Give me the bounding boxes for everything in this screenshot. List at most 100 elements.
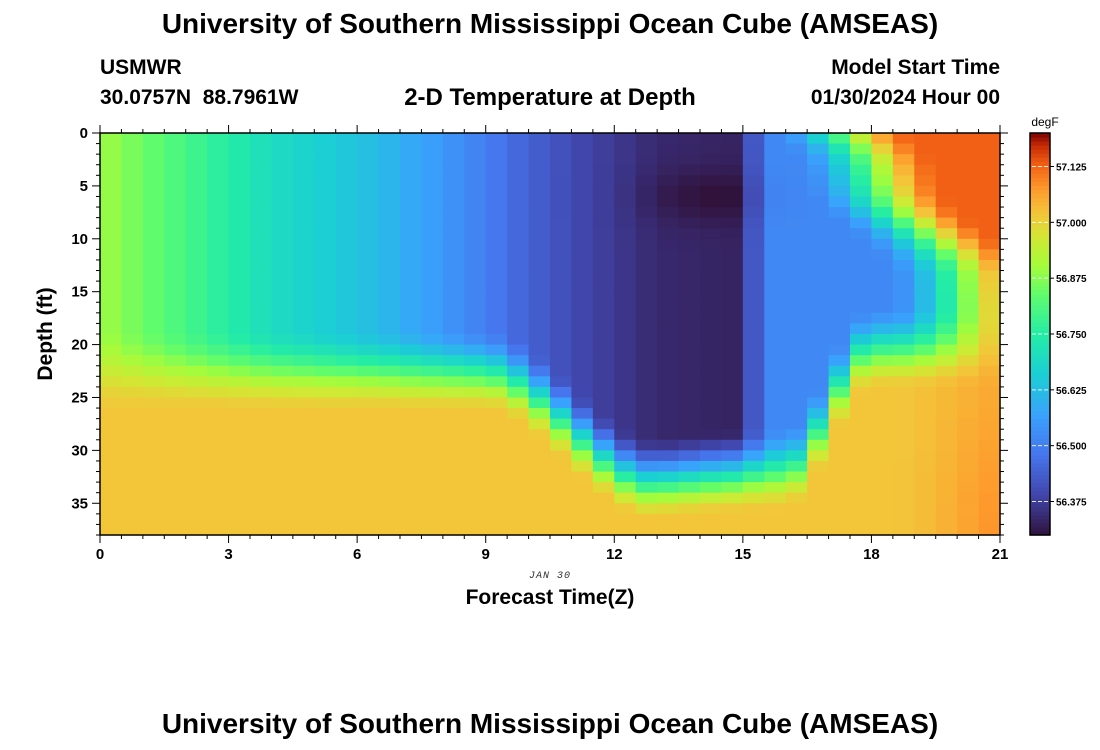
heatmap-cell [871, 513, 894, 526]
heatmap-cell [357, 249, 380, 261]
colorbar-segment [1030, 510, 1050, 516]
heatmap-cell [828, 513, 851, 526]
heatmap-cell [935, 376, 958, 388]
heatmap-cell [914, 238, 937, 250]
colorbar-segment [1030, 422, 1050, 428]
heatmap-cell [850, 302, 873, 314]
heatmap-cell [142, 217, 165, 229]
heatmap-cell [292, 513, 315, 526]
heatmap-cell [742, 482, 765, 494]
colorbar-segment [1030, 201, 1050, 206]
heatmap-cell [850, 185, 873, 198]
heatmap-cell [421, 249, 444, 261]
heatmap-cell [121, 418, 144, 430]
heatmap-cell [635, 418, 658, 430]
heatmap-cell [528, 302, 551, 314]
heatmap-cell [164, 281, 187, 293]
heatmap-cell [100, 365, 123, 377]
heatmap-cell [807, 217, 830, 229]
heatmap-cell [614, 217, 637, 229]
heatmap-cell [164, 376, 187, 388]
heatmap-cell [400, 524, 423, 536]
heatmap-cell [164, 450, 187, 462]
heatmap-cell [785, 143, 808, 155]
heatmap-cell [550, 513, 573, 526]
heatmap-cell [678, 291, 701, 303]
heatmap-cell [978, 207, 1001, 219]
heatmap-cell [657, 439, 680, 451]
heatmap-cell [292, 133, 315, 145]
colorbar-segment [1030, 277, 1050, 283]
heatmap-cell [764, 217, 787, 229]
heatmap-cell [400, 334, 423, 346]
heatmap-cell [250, 207, 273, 219]
heatmap-cell [507, 164, 530, 176]
heatmap-cell [357, 397, 380, 409]
heatmap-cell [828, 418, 851, 430]
heatmap-cell [400, 302, 423, 314]
heatmap-cell [271, 492, 294, 504]
heatmap-cell [378, 376, 401, 388]
heatmap-cell [121, 154, 144, 166]
heatmap-cell [828, 344, 851, 356]
heatmap-cell [400, 133, 423, 145]
heatmap-cell [914, 270, 937, 282]
heatmap-cell [335, 450, 358, 462]
heatmap-cell [700, 482, 723, 494]
colorbar-segment [1030, 273, 1050, 279]
heatmap-cell [528, 238, 551, 250]
y-tick-label: 0 [80, 125, 88, 142]
heatmap-cell [871, 196, 894, 208]
heatmap-cell [850, 312, 873, 325]
heatmap-cell [957, 376, 980, 388]
colorbar-segment [1030, 518, 1050, 524]
heatmap-cell [935, 397, 958, 409]
heatmap-cell [978, 228, 1001, 240]
heatmap-cell [614, 397, 637, 409]
heatmap-cell [378, 302, 401, 314]
heatmap-cell [978, 154, 1001, 166]
heatmap-cell [314, 397, 337, 409]
heatmap-cell [400, 429, 423, 441]
heatmap-cell [507, 376, 530, 388]
heatmap-cell [528, 175, 551, 187]
heatmap-cell [657, 291, 680, 303]
heatmap-cell [421, 154, 444, 166]
heatmap-cell [228, 376, 251, 388]
heatmap-cell [378, 429, 401, 441]
heatmap-cell [357, 376, 380, 388]
heatmap-cell [657, 217, 680, 229]
heatmap-cell [400, 196, 423, 208]
heatmap-cell [142, 302, 165, 314]
heatmap-cell [742, 492, 765, 504]
heatmap-cell [957, 365, 980, 377]
heatmap-cell [164, 259, 187, 272]
heatmap-cell [164, 482, 187, 494]
heatmap-cell [121, 344, 144, 356]
colorbar-segment [1030, 245, 1050, 251]
heatmap-cell [978, 408, 1001, 420]
heatmap-cell [421, 207, 444, 219]
heatmap-cell [207, 376, 230, 388]
heatmap-cell [464, 397, 487, 409]
heatmap-cell [228, 397, 251, 409]
heatmap-cell [357, 312, 380, 325]
heatmap-cell [914, 397, 937, 409]
heatmap-cell [571, 323, 594, 335]
heatmap-cell [850, 365, 873, 377]
heatmap-cell [271, 143, 294, 155]
heatmap-cell [978, 524, 1001, 536]
heatmap-cell [871, 217, 894, 229]
heatmap-cell [635, 334, 658, 346]
heatmap-cell [378, 323, 401, 335]
heatmap-cell [485, 397, 508, 409]
heatmap-cell [292, 397, 315, 409]
heatmap-cell [442, 143, 465, 155]
heatmap-cell [592, 429, 615, 441]
heatmap-cell [421, 259, 444, 272]
heatmap-cell [271, 217, 294, 229]
heatmap-cell [678, 397, 701, 409]
heatmap-cell [142, 133, 165, 145]
heatmap-cell [592, 249, 615, 261]
heatmap-cell [678, 513, 701, 526]
